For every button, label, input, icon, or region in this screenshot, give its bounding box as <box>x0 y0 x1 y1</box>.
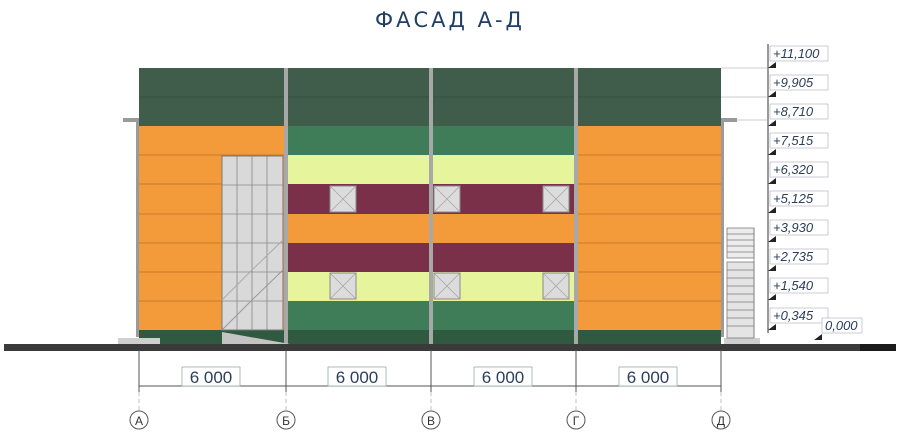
elevation-mark-label: +7,515 <box>773 133 814 148</box>
square-window-crosses <box>329 185 570 300</box>
elevation-mark-label: +11,100 <box>773 46 820 61</box>
elevation-mark-arrow <box>768 294 776 300</box>
elevation-marks: +11,100 +9,905 +8,710 +7,515 +6,320 +5,125 +3,… <box>768 45 863 340</box>
elevation-mark-box <box>769 45 829 62</box>
drawing-title: ФАСАД А-Д <box>375 8 525 32</box>
elevation-mark-arrow <box>768 324 776 330</box>
elevation-mark-box <box>769 190 829 207</box>
elevation-mark-box <box>769 277 829 294</box>
span-label: 6 000 <box>336 368 379 387</box>
axis-label: Б <box>282 414 290 428</box>
elevation-mark-arrow <box>768 149 776 155</box>
right-orange-wall <box>578 126 721 330</box>
ground-line <box>4 344 896 351</box>
span-label: 6 000 <box>482 368 525 387</box>
ground-fade <box>860 344 896 351</box>
axis-label: Г <box>573 414 580 428</box>
right-plinth <box>724 338 760 344</box>
axis-label: А <box>135 414 143 428</box>
elevation-mark-arrow <box>768 120 776 126</box>
span-labels: 6 000 6 000 6 000 6 000 <box>181 366 678 387</box>
dimension-ticks <box>138 350 722 392</box>
elevation-mark-label: +6,320 <box>773 162 814 177</box>
elevation-mark-box <box>769 307 829 324</box>
span-label: 6 000 <box>190 368 233 387</box>
elevation-mark-box <box>769 161 829 178</box>
elevation-mark-box <box>769 248 829 265</box>
elevation-mark-arrow <box>768 236 776 242</box>
entrance-ramp <box>222 332 290 344</box>
elevation-mark-label: +5,125 <box>773 191 814 206</box>
elevation-mark-label: +9,905 <box>773 75 814 90</box>
elevation-mark-arrow <box>768 178 776 184</box>
elevation-extension-lines <box>721 67 768 121</box>
elevation-mark-arrow <box>768 91 776 97</box>
flashings <box>123 118 737 337</box>
elevation-mark-label: +1,540 <box>773 278 814 293</box>
elevation-mark-label: +3,930 <box>773 220 814 235</box>
axis-markers: А Б В Г Д <box>129 410 731 430</box>
external-stair <box>726 227 755 339</box>
elevation-mark-label: 0,000 <box>825 318 858 333</box>
elevation-mark-arrow <box>768 207 776 213</box>
columns <box>284 68 578 344</box>
axis-lines <box>138 392 722 410</box>
elevation-mark-arrow <box>768 62 776 68</box>
axis-label: В <box>427 414 435 428</box>
elevation-mark-label: +2,735 <box>773 249 814 264</box>
elevation-mark-label: +8,710 <box>773 104 814 119</box>
axis-label: Д <box>717 414 725 428</box>
elevation-mark-box <box>769 103 829 120</box>
span-label: 6 000 <box>627 368 670 387</box>
elevation-mark-box <box>769 132 829 149</box>
elevation-mark-box <box>821 317 863 334</box>
stair-window <box>221 155 284 331</box>
elevation-mark-arrow <box>768 265 776 271</box>
left-plinth <box>118 338 160 344</box>
elevation-mark-box <box>769 219 829 236</box>
elevation-mark-label: +0,345 <box>773 308 814 323</box>
elevation-mark-arrow <box>814 334 822 340</box>
elevation-mark-box <box>769 74 829 91</box>
